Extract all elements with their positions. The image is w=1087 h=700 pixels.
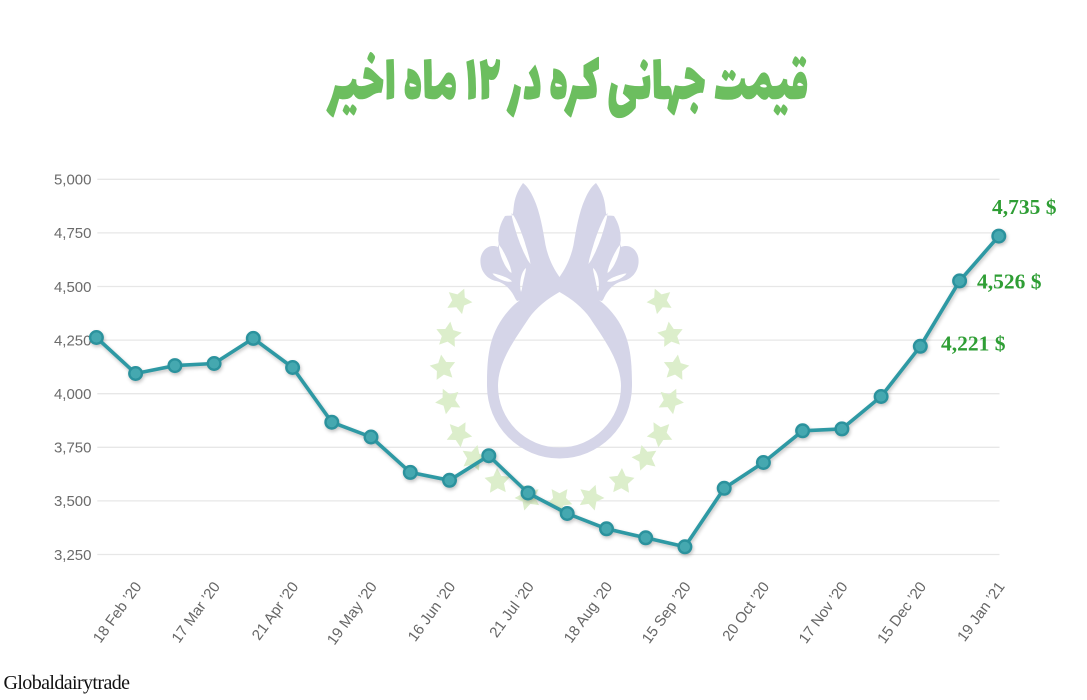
svg-text:3,500: 3,500 <box>54 493 92 510</box>
svg-text:4,250: 4,250 <box>54 332 92 349</box>
svg-text:4,500: 4,500 <box>54 279 92 296</box>
svg-text:Globaldairytrade: Globaldairytrade <box>4 672 131 694</box>
svg-text:4,735 $: 4,735 $ <box>992 195 1057 219</box>
svg-text:4,221 $: 4,221 $ <box>941 332 1006 356</box>
svg-text:5,000: 5,000 <box>54 172 92 189</box>
svg-text:4,526 $: 4,526 $ <box>977 270 1042 294</box>
svg-text:4,000: 4,000 <box>54 386 92 403</box>
svg-text:4,750: 4,750 <box>54 225 92 242</box>
svg-text:3,750: 3,750 <box>54 440 92 457</box>
svg-text:3,250: 3,250 <box>54 547 92 564</box>
